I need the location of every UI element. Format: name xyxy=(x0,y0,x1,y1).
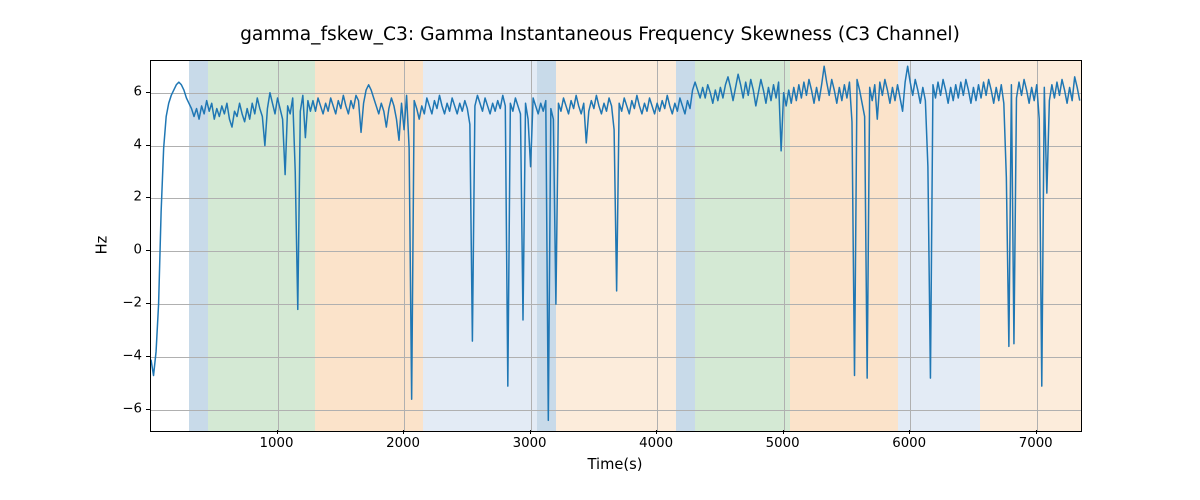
y-tick-label: −4 xyxy=(122,349,142,364)
y-tick-label: −6 xyxy=(122,401,142,416)
x-tick-label: 4000 xyxy=(639,436,673,451)
x-tick-label: 6000 xyxy=(892,436,926,451)
data-line xyxy=(151,61,1081,431)
tickmark-y xyxy=(146,92,150,93)
tickmark-y xyxy=(146,250,150,251)
tickmark-y xyxy=(146,303,150,304)
tickmark-y xyxy=(146,145,150,146)
x-tick-label: 7000 xyxy=(1019,436,1053,451)
tickmark-y xyxy=(146,409,150,410)
chart-title: gamma_fskew_C3: Gamma Instantaneous Freq… xyxy=(0,24,1200,45)
tickmark-x xyxy=(530,430,531,434)
tickmark-x xyxy=(403,430,404,434)
tickmark-x xyxy=(277,430,278,434)
y-tick-label: −2 xyxy=(122,296,142,311)
tickmark-x xyxy=(656,430,657,434)
x-tick-label: 1000 xyxy=(260,436,294,451)
tickmark-x xyxy=(909,430,910,434)
x-tick-label: 5000 xyxy=(766,436,800,451)
tickmark-y xyxy=(146,197,150,198)
y-tick-label: 4 xyxy=(122,137,142,152)
y-tick-label: 0 xyxy=(122,243,142,258)
tickmark-x xyxy=(1036,430,1037,434)
y-tick-label: 6 xyxy=(122,84,142,99)
y-axis-label: Hz xyxy=(94,236,111,255)
y-tick-label: 2 xyxy=(122,190,142,205)
series-line xyxy=(151,66,1080,420)
x-axis-label: Time(s) xyxy=(588,456,643,473)
x-tick-label: 3000 xyxy=(513,436,547,451)
figure: gamma_fskew_C3: Gamma Instantaneous Freq… xyxy=(0,0,1200,500)
x-tick-label: 2000 xyxy=(386,436,420,451)
tickmark-y xyxy=(146,356,150,357)
tickmark-x xyxy=(783,430,784,434)
plot-area xyxy=(150,60,1082,432)
